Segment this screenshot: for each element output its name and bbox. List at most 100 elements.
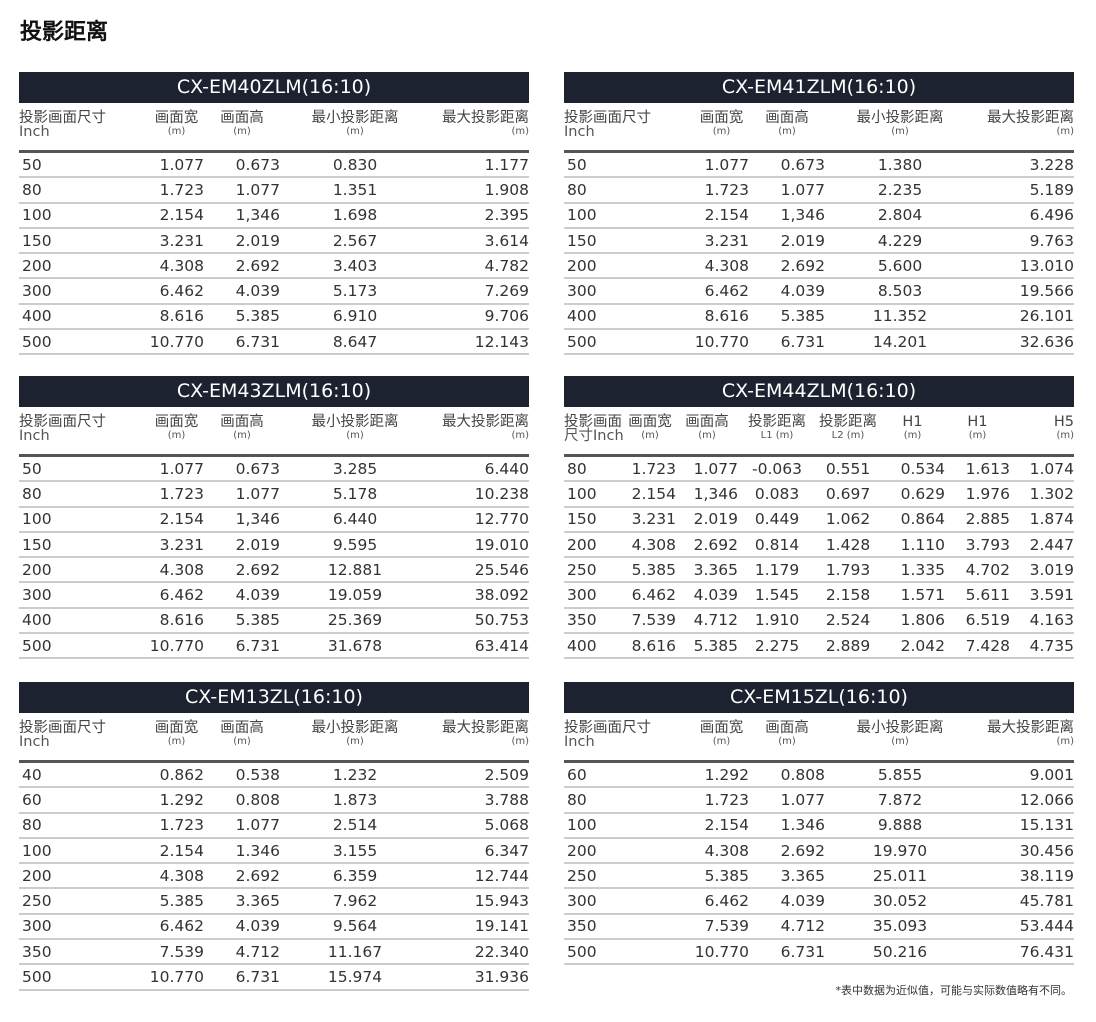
column-header-label: 最小投影距离 <box>311 110 399 126</box>
table-cell: 3.231 <box>159 535 204 554</box>
table-cell: 19.059 <box>327 586 383 605</box>
table-cell: 10.770 <box>694 332 749 351</box>
table-cell: 2.514 <box>332 816 378 835</box>
table-cell: 0.697 <box>825 484 871 503</box>
table-cell: 1.910 <box>754 611 800 630</box>
table-cell: 6.462 <box>704 282 749 301</box>
table-cell: 100 <box>567 206 597 225</box>
table-row: 300 6.462 4.039 9.564 19.141 <box>19 915 529 941</box>
table-header-row: 投影画面尺寸 Inch 画面宽 (m) 画面高 (m) 最小投影距离 (m) 最大投影距离 (m) <box>19 407 529 457</box>
table-cell: 1.723 <box>704 790 749 809</box>
column-header-unit: (m) <box>167 430 186 441</box>
table-cell: 2.275 <box>754 636 800 655</box>
table-cell: 25.369 <box>327 611 383 630</box>
table-cell: 25.546 <box>474 560 529 579</box>
table-row: 100 2.154 1.346 9.888 15.131 <box>564 814 1074 839</box>
column-header: 最小投影距离 (m) <box>280 721 430 748</box>
column-header: 最小投影距离 (m) <box>280 415 430 442</box>
column-header: 画面高 (m) <box>749 721 825 748</box>
table-header-row: 投影画面尺寸 Inch 画面宽 (m) 画面高 (m) 最小投影距离 (m) 最大投影距离 (m) <box>564 103 1074 153</box>
table-cell: 150 <box>22 535 52 554</box>
table-cell: 2.235 <box>877 180 923 199</box>
column-header: 最小投影距离 (m) <box>280 111 430 138</box>
table-cell: 300 <box>22 586 52 605</box>
spec-table: CX-EM15ZL(16:10) 投影画面尺寸 Inch 画面宽 (m) 画面高 (m) 最小… <box>564 682 1074 966</box>
table-cell: 1.908 <box>484 180 529 199</box>
table-cell: 8.616 <box>704 307 749 326</box>
table-cell: 2.885 <box>965 510 1010 529</box>
table-cell: 0.808 <box>235 790 280 809</box>
table-cell: 300 <box>567 282 597 301</box>
spec-table: CX-EM13ZL(16:10) 投影画面尺寸 Inch 画面宽 (m) 画面高 (m) 最小… <box>19 682 529 991</box>
table-cell: 19.566 <box>1019 282 1074 301</box>
table-cell: 4.039 <box>235 586 280 605</box>
column-header-label: 投影距离 <box>748 414 806 430</box>
table-cell: 200 <box>567 841 597 860</box>
table-cell: 3.228 <box>1029 155 1074 174</box>
table-cell: 3.788 <box>484 790 529 809</box>
column-header-unit: (m) <box>346 126 364 137</box>
table-row: 80 1.723 1.077 2.514 5.068 <box>19 814 529 839</box>
table-cell: 1.976 <box>965 484 1010 503</box>
table-cell: 6.462 <box>704 892 749 911</box>
column-header: 画面高 (m) <box>204 415 280 442</box>
table-cell: 3.365 <box>780 866 825 885</box>
table-cell: 200 <box>567 535 597 554</box>
column-header-label: H5 <box>1053 414 1074 430</box>
table-cell: 1.110 <box>900 535 945 554</box>
column-header-label: 投影画面尺寸 <box>19 720 106 736</box>
table-cell: 9.763 <box>1029 231 1074 250</box>
column-header-unit: (m) <box>698 430 716 441</box>
table-row: 150 3.231 2.019 0.449 1.062 0.864 2.885 1.874 <box>564 508 1074 533</box>
table-cell: 250 <box>567 560 597 579</box>
column-header-unit: Inch <box>19 428 50 444</box>
column-header-label: 画面高 <box>765 110 809 126</box>
column-header-unit: (m) <box>641 430 659 441</box>
column-header-unit: (m) <box>1056 736 1074 747</box>
table-cell: 2.395 <box>484 206 529 225</box>
table-cell: 500 <box>567 942 597 961</box>
table-model-title: CX-EM40ZLM(16:10) <box>19 72 529 103</box>
table-cell: 7.539 <box>631 611 676 630</box>
table-cell: 5.855 <box>877 765 923 784</box>
table-cell: 30.052 <box>872 892 928 911</box>
table-cell: 15.943 <box>474 892 529 911</box>
table-cell: 500 <box>22 636 52 655</box>
table-cell: 5.173 <box>332 282 378 301</box>
table-cell: 13.010 <box>1019 256 1074 275</box>
table-cell: 1.074 <box>1029 459 1074 478</box>
table-cell: 12.881 <box>327 560 383 579</box>
table-cell: 1.077 <box>159 459 204 478</box>
table-cell: 12.143 <box>474 332 529 351</box>
table-row: 200 4.308 2.692 3.403 4.782 <box>19 254 529 280</box>
column-header-unit: (m) <box>1056 126 1074 137</box>
table-cell: 1.077 <box>780 180 825 199</box>
column-header-label: 投影画面尺寸 <box>19 414 106 430</box>
table-cell: 4.039 <box>693 586 738 605</box>
table-cell: 19.010 <box>474 535 529 554</box>
table-cell: 500 <box>22 968 52 987</box>
table-cell: 10.770 <box>149 636 204 655</box>
table-cell: 4.308 <box>704 841 749 860</box>
column-header-label: 最大投影距离 <box>442 720 529 736</box>
table-cell: 8.647 <box>332 332 378 351</box>
table-cell: 2.567 <box>332 231 378 250</box>
table-cell: 4.039 <box>235 282 280 301</box>
table-cell: 350 <box>22 942 52 961</box>
table-cell: 0.864 <box>900 510 945 529</box>
table-cell: 1.428 <box>825 535 871 554</box>
spec-table: CX-EM40ZLM(16:10) 投影画面尺寸 Inch 画面宽 (m) 画面高 (m) 最… <box>19 72 529 356</box>
table-cell: 8.616 <box>159 611 204 630</box>
page-title: 投影距离 <box>20 20 109 45</box>
table-cell: 1.179 <box>754 560 800 579</box>
table-cell: 8.616 <box>631 636 676 655</box>
table-cell: 6.731 <box>235 332 280 351</box>
table-header-row: 投影画面 尺寸Inch 画面宽 (m) 画面高 (m) 投影距离 L1 (m) 投影距离 L2 (… <box>564 407 1074 457</box>
table-cell: 100 <box>22 841 52 860</box>
table-row: 150 3.231 2.019 4.229 9.763 <box>564 229 1074 255</box>
column-header-unit: (m) <box>891 126 909 137</box>
table-row: 100 2.154 1,346 2.804 6.496 <box>564 204 1074 229</box>
column-header-unit: (m) <box>511 736 529 747</box>
table-cell: 3.365 <box>235 892 280 911</box>
